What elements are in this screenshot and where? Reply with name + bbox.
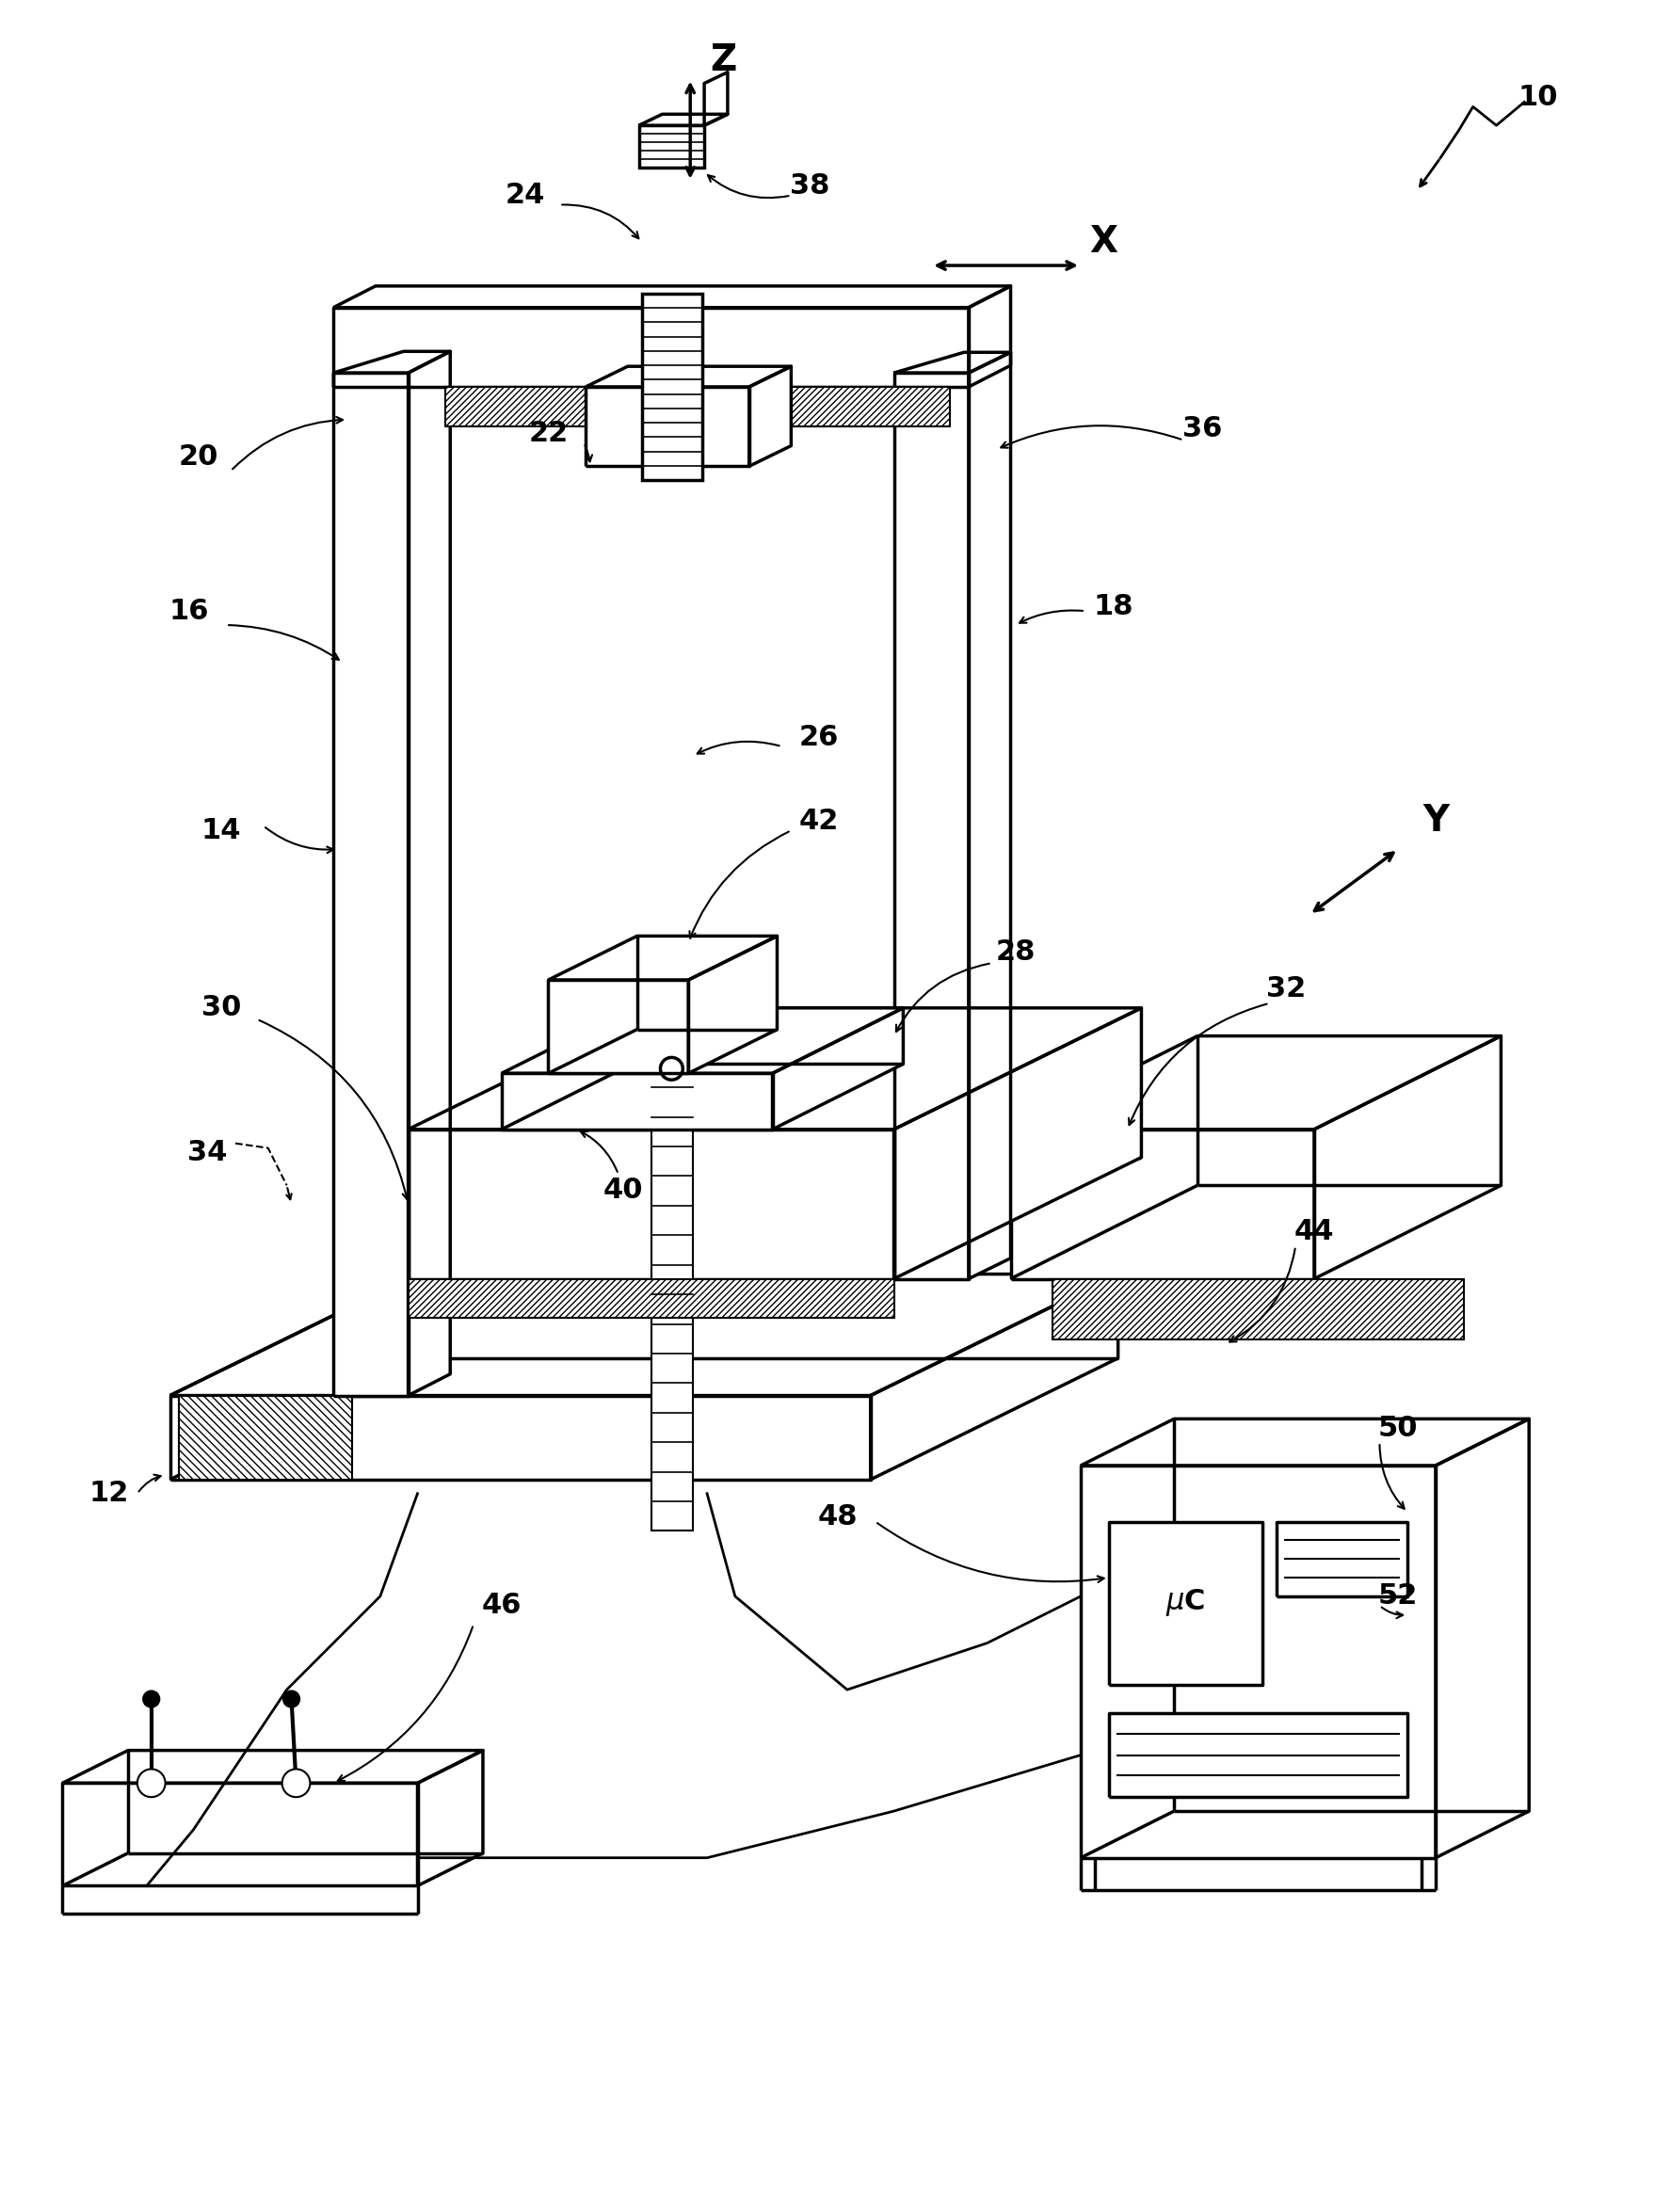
Bar [179,1396,353,1480]
Polygon shape [170,1396,871,1480]
Polygon shape [408,352,449,1396]
Bar [1053,1279,1464,1340]
Circle shape [660,1057,683,1079]
Text: 28: 28 [996,938,1036,967]
Polygon shape [749,367,790,467]
Text: 34: 34 [187,1139,227,1166]
Polygon shape [703,73,727,126]
Polygon shape [894,374,969,1279]
Polygon shape [334,374,408,1396]
Polygon shape [894,1009,1141,1279]
Polygon shape [1108,1712,1407,1796]
Polygon shape [62,1750,483,1783]
Polygon shape [1011,1130,1313,1279]
Text: 16: 16 [169,597,209,624]
Text: 38: 38 [790,173,830,199]
Polygon shape [871,1274,1118,1480]
Polygon shape [1081,1418,1529,1467]
Text: $\mu$C: $\mu$C [1166,1588,1206,1619]
Polygon shape [334,307,969,387]
Circle shape [137,1770,165,1796]
Text: 20: 20 [179,442,217,471]
Polygon shape [969,352,1011,1279]
Polygon shape [501,1009,904,1073]
Polygon shape [62,1783,418,1887]
Polygon shape [585,367,790,387]
Text: 48: 48 [817,1504,857,1531]
Polygon shape [418,1750,483,1887]
Text: 50: 50 [1379,1413,1419,1442]
Text: 40: 40 [603,1177,643,1203]
Polygon shape [688,936,777,1073]
Text: 18: 18 [1093,593,1133,619]
Bar [446,387,904,427]
Text: 36: 36 [1181,416,1222,442]
Circle shape [144,1690,160,1708]
Text: X: X [1089,223,1118,261]
Text: Z: Z [710,42,737,77]
Polygon shape [772,1009,904,1130]
Text: 14: 14 [202,816,241,845]
Bar [652,998,693,1531]
Polygon shape [548,936,777,980]
Polygon shape [1313,1035,1501,1279]
Polygon shape [334,285,1011,307]
Polygon shape [334,352,449,374]
Text: 12: 12 [89,1480,129,1506]
Text: 52: 52 [1379,1582,1419,1610]
Polygon shape [1011,1035,1501,1130]
Text: Y: Y [1422,803,1449,838]
Polygon shape [894,352,1011,374]
Text: 44: 44 [1295,1219,1333,1245]
Polygon shape [1108,1522,1263,1686]
Polygon shape [1277,1522,1407,1597]
Polygon shape [585,387,749,467]
Bar [660,387,949,427]
Polygon shape [408,1130,894,1279]
Polygon shape [638,115,727,126]
Polygon shape [408,1009,1141,1130]
Polygon shape [501,1073,772,1130]
Text: 46: 46 [481,1593,521,1619]
Text: 10: 10 [1519,84,1559,111]
Text: 30: 30 [202,993,241,1022]
Bar [408,1279,894,1318]
Polygon shape [548,980,688,1073]
Polygon shape [1435,1418,1529,1858]
Text: 26: 26 [799,723,839,750]
Circle shape [282,1690,299,1708]
Text: 32: 32 [1267,975,1307,1002]
Polygon shape [170,1274,1118,1396]
Text: 22: 22 [528,420,568,447]
Polygon shape [969,285,1011,387]
Text: 24: 24 [505,181,545,210]
Bar [638,126,703,168]
Text: 42: 42 [799,807,839,834]
Bar [642,294,702,480]
Polygon shape [1081,1467,1435,1858]
Circle shape [282,1770,311,1796]
